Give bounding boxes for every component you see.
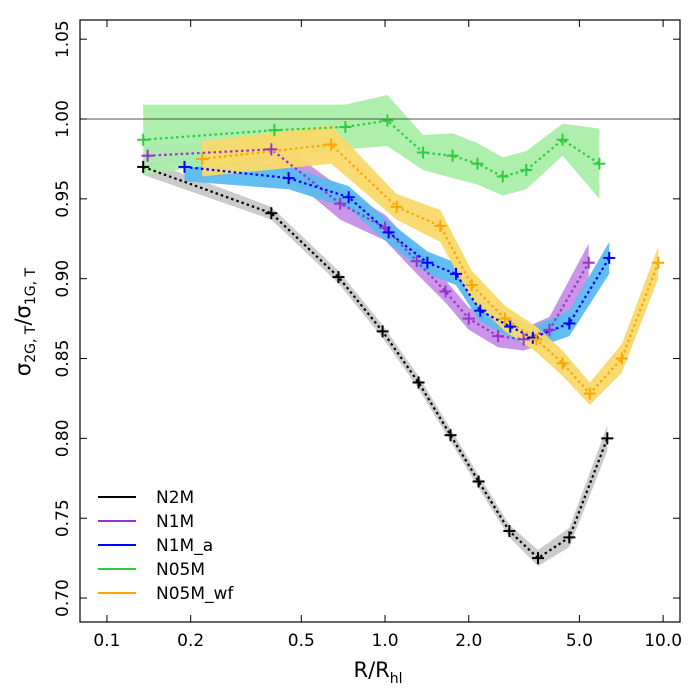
- y-tick-label: 0.80: [53, 419, 73, 457]
- legend-label: N1M_a: [156, 536, 213, 556]
- y-tick-label: 0.90: [53, 260, 73, 298]
- marker-n1m: [582, 256, 595, 269]
- marker-n1m: [543, 323, 556, 336]
- marker-n05m-wf: [434, 219, 447, 232]
- marker-n05m: [339, 120, 352, 133]
- marker-n1m-a: [342, 191, 355, 204]
- y-tick-label: 0.70: [53, 579, 73, 617]
- marker-n05m: [520, 164, 533, 177]
- marker-n05m: [137, 133, 150, 146]
- marker-n1m: [439, 285, 452, 298]
- marker-n2m: [332, 271, 345, 284]
- x-tick-label: 0.2: [177, 631, 204, 651]
- marker-n05m-wf: [652, 256, 665, 269]
- marker-n05m-wf: [390, 200, 403, 213]
- legend-label: N05M_wf: [156, 584, 234, 604]
- marker-n1m: [265, 143, 278, 156]
- marker-n05m: [446, 149, 459, 162]
- x-tick-label: 5.0: [566, 631, 593, 651]
- marker-n05m: [268, 124, 281, 137]
- marker-n1m-a: [450, 267, 463, 280]
- marker-n1m: [462, 312, 475, 325]
- marker-n1m-a: [474, 304, 487, 317]
- y-tick-label: 0.75: [53, 499, 73, 537]
- marker-n2m: [503, 524, 516, 537]
- marker-n05m-wf: [583, 387, 596, 400]
- marker-n2m: [563, 531, 576, 544]
- marker-n05m-wf: [465, 279, 478, 292]
- x-tick-label: 0.1: [93, 631, 120, 651]
- y-tick-label: 0.95: [53, 180, 73, 218]
- marker-n1m: [492, 330, 505, 343]
- line-n1m: [147, 148, 590, 341]
- y-axis-ticks: 0.70 0.75 0.80 0.85 0.90 0.95 1.00 1.05: [53, 20, 680, 617]
- marker-n1m-a: [563, 317, 576, 330]
- y-tick-label: 1.00: [53, 100, 73, 138]
- marker-n05m: [593, 157, 606, 170]
- x-axis-ticks: 0.1 0.2 0.5 1.0 2.0 5.0 10.0: [93, 20, 682, 651]
- marker-n2m: [601, 432, 614, 445]
- marker-n05m: [471, 157, 484, 170]
- data-markers: [137, 114, 665, 565]
- marker-n2m: [472, 475, 485, 488]
- x-axis-title: R/Rhl: [353, 658, 402, 687]
- marker-n05m-wf: [196, 152, 209, 165]
- marker-n05m: [496, 170, 509, 183]
- marker-n2m: [532, 552, 545, 565]
- marker-n1m-a: [382, 226, 395, 239]
- marker-n05m: [556, 133, 569, 146]
- marker-n05m: [417, 146, 430, 159]
- x-tick-label: 1.0: [372, 631, 399, 651]
- legend-item-n05m-wf: N05M_wf: [98, 584, 234, 604]
- marker-n2m: [137, 160, 150, 173]
- x-tick-label: 10.0: [644, 631, 682, 651]
- marker-n2m: [444, 429, 457, 442]
- marker-n05m-wf: [556, 357, 569, 370]
- legend: N2M N1M N1M_a N05M N05M_wf: [98, 488, 234, 604]
- y-axis-title: σ2G, T/σ1G, T: [11, 267, 39, 376]
- band-n05m-wf: [202, 125, 659, 405]
- marker-n1m: [410, 255, 423, 268]
- x-tick-label: 0.5: [288, 631, 315, 651]
- marker-n1m-a: [603, 251, 616, 264]
- marker-n2m: [412, 376, 425, 389]
- marker-n1m-a: [421, 256, 434, 269]
- y-tick-label: 1.05: [53, 20, 73, 58]
- marker-n1m-a: [504, 320, 517, 333]
- marker-n2m: [265, 207, 278, 220]
- marker-n1m: [141, 149, 154, 162]
- x-tick-label: 2.0: [455, 631, 482, 651]
- marker-n05m-wf: [615, 352, 628, 365]
- marker-n1m-a: [282, 172, 295, 185]
- legend-label: N05M: [156, 560, 205, 580]
- legend-item-n05m: N05M: [98, 560, 205, 580]
- marker-n05m-wf: [530, 333, 543, 346]
- legend-item-n1m-a: N1M_a: [98, 536, 213, 556]
- marker-n1m: [517, 333, 530, 346]
- marker-n05m-wf: [325, 138, 338, 151]
- marker-n05m: [381, 114, 394, 127]
- marker-n1m-a: [178, 160, 191, 173]
- legend-label: N2M: [156, 488, 194, 508]
- line-n2m: [142, 165, 609, 560]
- y-tick-label: 0.85: [53, 340, 73, 378]
- legend-item-n1m: N1M: [98, 512, 194, 532]
- legend-label: N1M: [156, 512, 194, 532]
- marker-n2m: [376, 325, 389, 338]
- marker-n05m-wf: [498, 312, 511, 325]
- band-n05m: [143, 95, 600, 199]
- marker-n1m: [334, 197, 347, 210]
- legend-item-n2m: N2M: [98, 488, 194, 508]
- plot-frame: [79, 19, 681, 623]
